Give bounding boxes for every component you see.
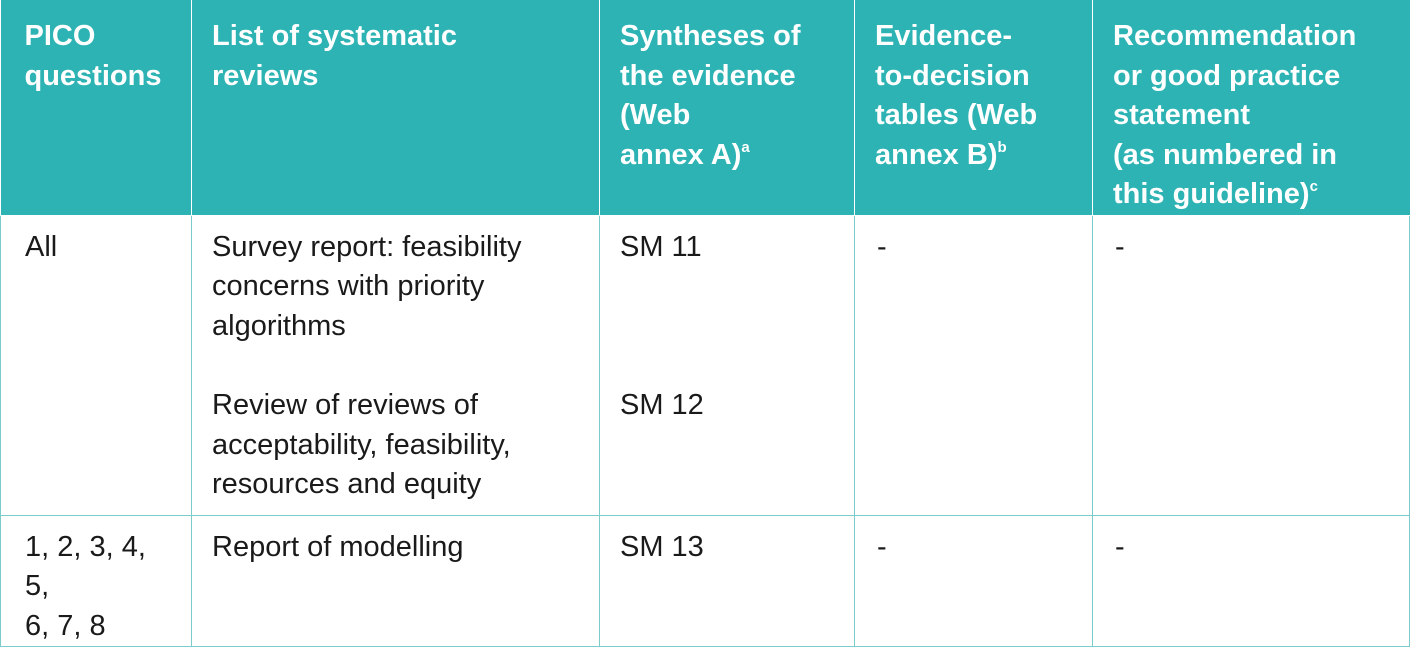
header-pico-questions: PICO questions bbox=[0, 0, 192, 216]
header-line: reviews bbox=[212, 59, 319, 92]
cell-line: concerns with priority bbox=[212, 270, 485, 302]
cell-line: - bbox=[877, 230, 887, 263]
header-line: to-decision bbox=[875, 59, 1030, 92]
header-line-text: annex B) bbox=[875, 138, 998, 171]
header-line: annex B)b bbox=[875, 136, 1074, 176]
header-systematic-reviews: List of systematic reviews bbox=[191, 0, 600, 216]
header-line: this guideline)c bbox=[1113, 175, 1392, 215]
footnote-marker-b: b bbox=[997, 138, 1007, 156]
header-line: (Web bbox=[620, 99, 691, 131]
header-line: the evidence bbox=[620, 59, 796, 92]
cell-line: - bbox=[1115, 230, 1125, 263]
footnote-marker-c: c bbox=[1309, 178, 1318, 195]
cell-line: resources and equity bbox=[212, 468, 482, 500]
cell-recommendation: - bbox=[1092, 214, 1410, 516]
cell-line: All bbox=[25, 230, 58, 263]
cell-line: Review of reviews of bbox=[212, 389, 478, 421]
cell-line: acceptability, feasibility, bbox=[212, 428, 511, 461]
table-body: All Survey report: feasibility concerns … bbox=[0, 214, 1410, 647]
cell-line: SM 12 bbox=[620, 388, 704, 421]
header-line: (as numbered in bbox=[1113, 138, 1337, 171]
header-line: List of systematic bbox=[212, 20, 457, 52]
header-line: annex A)a bbox=[620, 136, 836, 176]
cell-line: 6, 7, 8 bbox=[25, 609, 106, 642]
header-line: tables (Web bbox=[875, 99, 1038, 131]
header-evidence-to-decision: Evidence- to-decision tables (Web annex … bbox=[854, 0, 1093, 216]
table-row: 1, 2, 3, 4, 5, 6, 7, 8 Report of modelli… bbox=[0, 514, 1410, 647]
cell-line: SM 11 bbox=[620, 230, 702, 263]
header-line: PICO bbox=[24, 20, 96, 52]
header-line: Recommendation bbox=[1113, 20, 1357, 52]
table-row: All Survey report: feasibility concerns … bbox=[0, 214, 1410, 516]
header-recommendation: Recommendation or good practice statemen… bbox=[1092, 0, 1410, 216]
cell-reviews: Survey report: feasibility concerns with… bbox=[191, 214, 600, 516]
header-line: or good practice bbox=[1113, 59, 1341, 92]
cell-pico: All bbox=[0, 214, 192, 516]
header-line: Syntheses of bbox=[620, 20, 801, 52]
cell-line: Report of modelling bbox=[212, 530, 464, 563]
header-line-text: annex A) bbox=[620, 138, 742, 171]
header-line: Evidence- bbox=[875, 20, 1012, 52]
cell-syntheses: SM 13 bbox=[599, 514, 855, 647]
cell-line: SM 13 bbox=[620, 530, 704, 563]
review-spacer bbox=[212, 346, 581, 386]
cell-syntheses: SM 11 SM 12 bbox=[599, 214, 855, 516]
cell-line: - bbox=[877, 530, 887, 563]
cell-line: - bbox=[1115, 530, 1125, 563]
header-line-text: this guideline) bbox=[1113, 178, 1310, 210]
table-header: PICO questions List of systematic review… bbox=[0, 0, 1410, 216]
footnote-marker-a: a bbox=[741, 138, 750, 156]
cell-etd: - bbox=[854, 214, 1093, 516]
header-line: statement bbox=[1113, 99, 1250, 131]
header-syntheses: Syntheses of the evidence (Web annex A)a bbox=[599, 0, 855, 216]
synthesis-spacer bbox=[620, 267, 836, 386]
header-row: PICO questions List of systematic review… bbox=[0, 0, 1410, 216]
cell-line: Survey report: feasibility bbox=[212, 230, 522, 263]
cell-line: 1, 2, 3, 4, 5, bbox=[25, 530, 146, 603]
cell-line: algorithms bbox=[212, 309, 346, 342]
header-line: questions bbox=[24, 59, 162, 92]
